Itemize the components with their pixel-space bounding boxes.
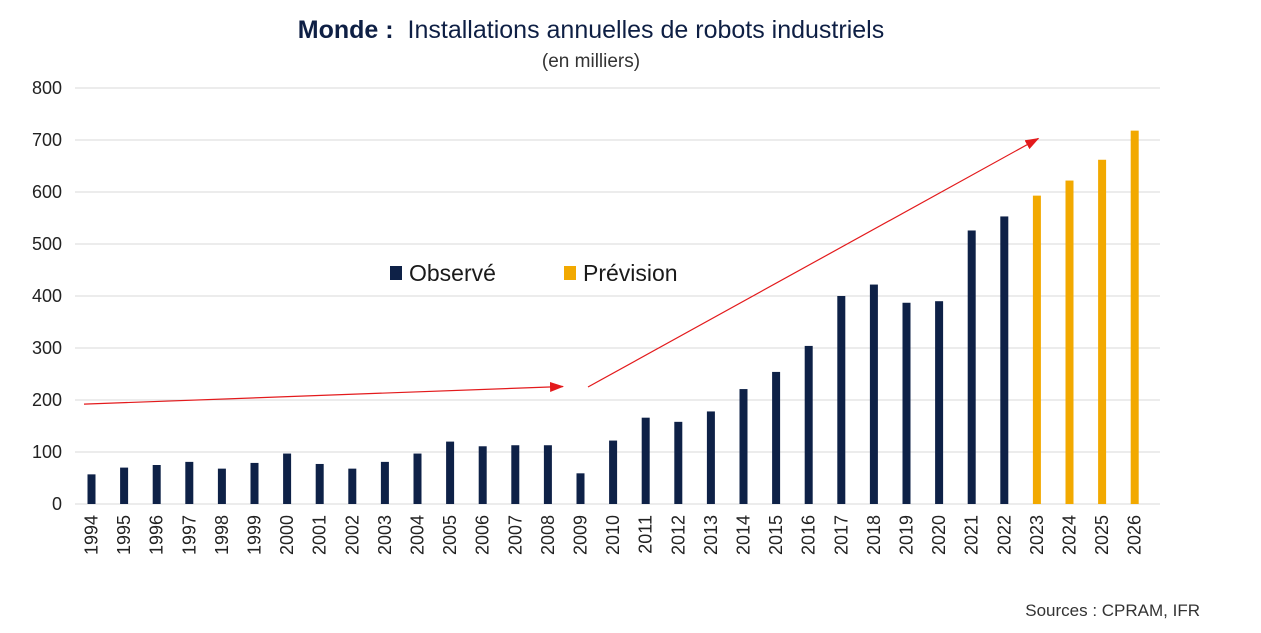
bars <box>87 130 1139 505</box>
x-axis-ticks: 1994 1995 1996 1997 1998 1999 2000 2001 2002 2003… <box>82 515 1145 555</box>
bar-observed-2021 <box>967 230 976 505</box>
legend-swatch-forecast <box>564 266 576 280</box>
x-tick-label: 2021 <box>962 515 982 555</box>
chart-subtitle: (en milliers) <box>542 51 640 72</box>
trend-arrow-1 <box>83 381 564 405</box>
bar-forecast-2026 <box>1130 130 1139 504</box>
y-tick-label: 100 <box>32 442 62 462</box>
legend-label-observed: Observé <box>409 260 496 286</box>
bar-observed-2013 <box>706 411 715 504</box>
bar-observed-2002 <box>348 468 357 504</box>
bar-observed-2003 <box>380 461 389 504</box>
y-tick-label: 0 <box>52 494 62 514</box>
x-tick-label: 2013 <box>701 515 721 555</box>
legend: Observé Prévision <box>390 260 678 286</box>
x-tick-label: 1999 <box>245 515 265 555</box>
chart-title-bold: Monde : <box>298 16 394 44</box>
bar-forecast-2025 <box>1098 159 1107 504</box>
bar-observed-2011 <box>641 417 650 504</box>
legend-label-forecast: Prévision <box>583 260 678 286</box>
bar-observed-2007 <box>511 445 520 504</box>
x-tick-label: 2012 <box>668 515 688 555</box>
y-tick-label: 800 <box>32 78 62 98</box>
x-tick-label: 2010 <box>603 515 623 555</box>
x-tick-label: 2001 <box>310 515 330 555</box>
x-tick-label: 2018 <box>864 515 884 555</box>
bar-observed-2016 <box>804 345 813 504</box>
x-tick-label: 1997 <box>179 515 199 555</box>
bar-observed-2008 <box>543 445 552 504</box>
bar-observed-1994 <box>87 474 96 504</box>
y-tick-label: 500 <box>32 234 62 254</box>
y-tick-label: 400 <box>32 286 62 306</box>
x-tick-label: 2020 <box>929 515 949 555</box>
bar-observed-2012 <box>674 421 683 504</box>
gridlines <box>75 87 1160 505</box>
x-tick-label: 2002 <box>342 515 362 555</box>
x-tick-label: 2016 <box>799 515 819 555</box>
bar-forecast-2024 <box>1065 180 1074 504</box>
bar-observed-2009 <box>576 473 585 504</box>
y-axis-ticks: 0 100 200 300 400 500 600 700 800 <box>32 78 62 514</box>
trend-arrows <box>83 137 1040 405</box>
x-tick-label: 2025 <box>1092 515 1112 555</box>
bar-observed-2019 <box>902 302 911 504</box>
x-tick-label: 2000 <box>277 515 297 555</box>
source-note: Sources : CPRAM, IFR <box>1025 601 1200 620</box>
x-tick-label: 2011 <box>636 515 656 554</box>
x-tick-label: 2004 <box>408 515 428 555</box>
bar-observed-2014 <box>739 389 748 504</box>
x-tick-label: 2003 <box>375 515 395 555</box>
x-tick-label: 2008 <box>538 515 558 555</box>
x-tick-label: 2023 <box>1027 515 1047 555</box>
bar-observed-2020 <box>935 301 944 504</box>
bar-observed-1998 <box>217 468 226 504</box>
x-tick-label: 2022 <box>994 515 1014 555</box>
x-tick-label: 2006 <box>473 515 493 555</box>
bar-observed-2001 <box>315 463 324 504</box>
y-tick-label: 200 <box>32 390 62 410</box>
x-tick-label: 1996 <box>147 515 167 555</box>
x-tick-label: 1994 <box>82 515 102 555</box>
bar-observed-2006 <box>478 446 487 504</box>
x-tick-label: 1995 <box>114 515 134 555</box>
trend-arrow-2 <box>587 137 1040 388</box>
legend-swatch-observed <box>390 266 402 280</box>
bar-forecast-2023 <box>1032 195 1041 504</box>
chart-title-rest: Installations annuelles de robots indust… <box>408 16 885 44</box>
x-tick-label: 2007 <box>505 515 525 555</box>
bar-observed-1997 <box>185 461 194 504</box>
y-tick-label: 700 <box>32 130 62 150</box>
chart-title: Monde : Installations annuelles de robot… <box>298 16 884 44</box>
bar-observed-2015 <box>772 371 781 504</box>
bar-observed-2010 <box>609 440 618 504</box>
x-tick-label: 2019 <box>897 515 917 555</box>
bar-observed-2004 <box>413 453 422 504</box>
x-tick-label: 2024 <box>1060 515 1080 555</box>
x-tick-label: 2015 <box>766 515 786 555</box>
bar-observed-2005 <box>446 441 455 504</box>
bar-observed-1996 <box>152 465 161 504</box>
bar-observed-1999 <box>250 462 259 504</box>
x-tick-label: 2026 <box>1125 515 1145 555</box>
x-tick-label: 2005 <box>440 515 460 555</box>
x-tick-label: 1998 <box>212 515 232 555</box>
bar-observed-2022 <box>1000 216 1009 504</box>
x-tick-label: 2017 <box>831 515 851 555</box>
bar-observed-1995 <box>120 467 129 504</box>
y-tick-label: 300 <box>32 338 62 358</box>
x-tick-label: 2014 <box>734 515 754 555</box>
x-tick-label: 2009 <box>571 515 591 555</box>
y-tick-label: 600 <box>32 182 62 202</box>
bar-observed-2018 <box>869 284 878 504</box>
bar-observed-2000 <box>283 453 292 504</box>
bar-observed-2017 <box>837 296 846 504</box>
